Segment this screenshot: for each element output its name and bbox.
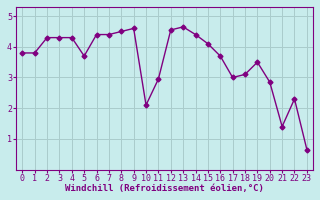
X-axis label: Windchill (Refroidissement éolien,°C): Windchill (Refroidissement éolien,°C) [65, 184, 264, 193]
